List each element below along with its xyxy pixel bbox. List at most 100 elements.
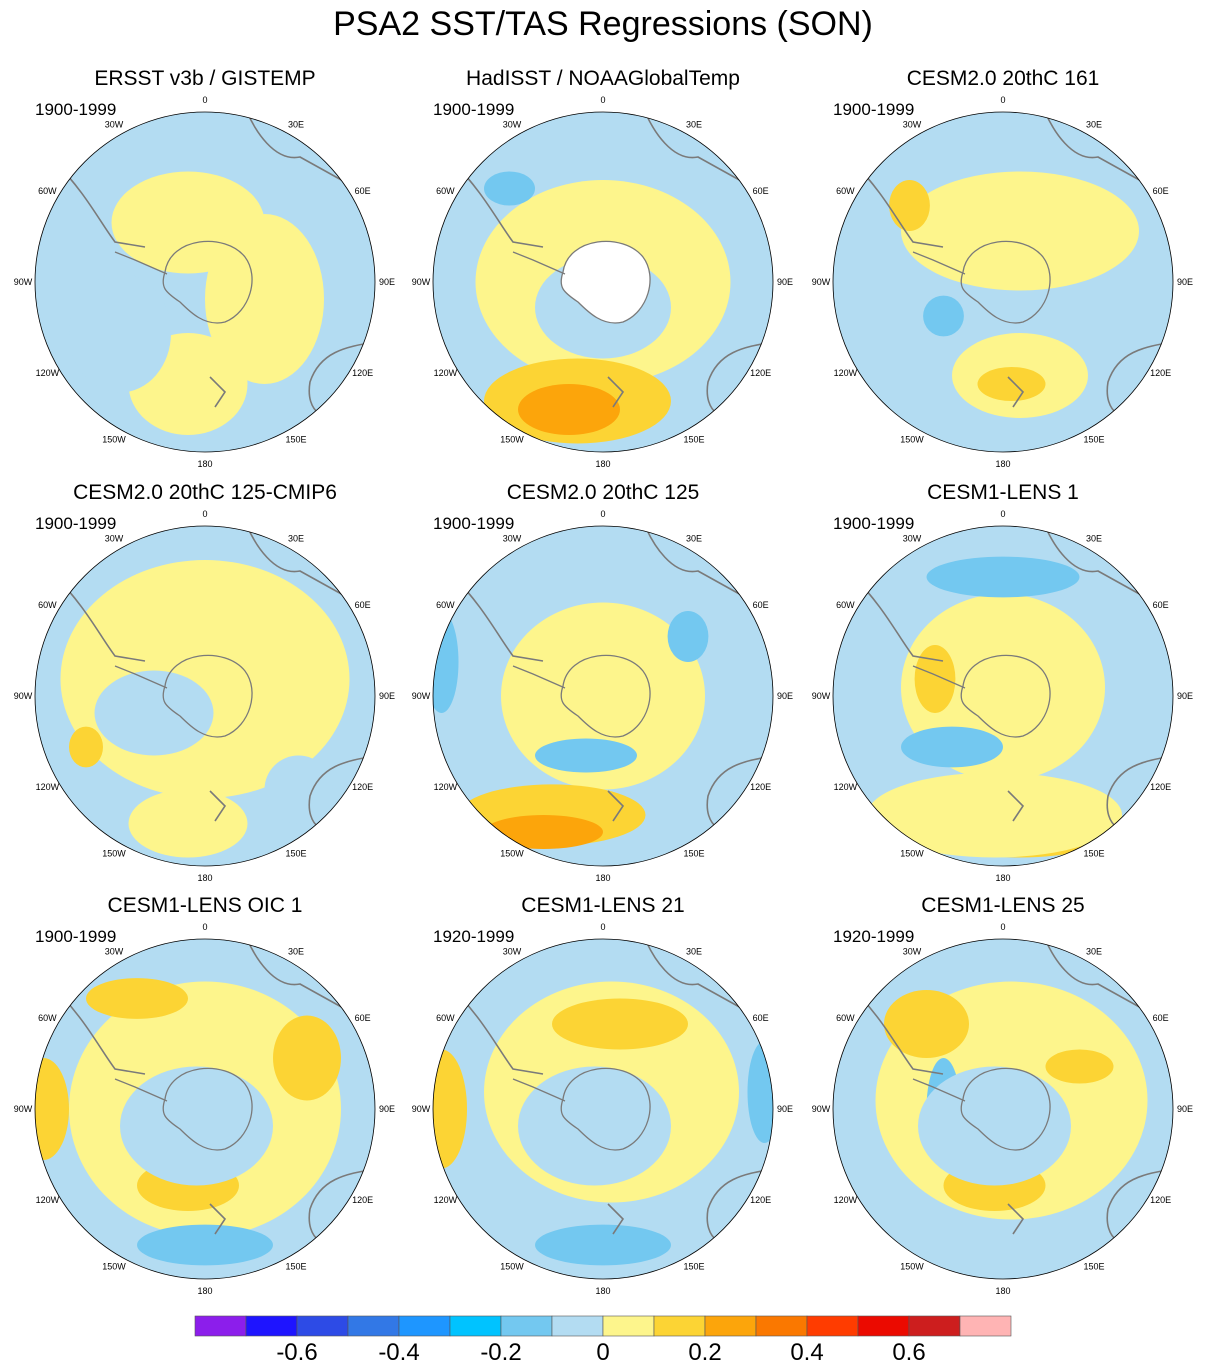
longitude-label: 30W xyxy=(503,533,522,543)
longitude-label: 60E xyxy=(753,600,769,610)
longitude-label: 0 xyxy=(600,922,605,932)
map-panel: CESM1-LENS 25 0 30E 60E 90E 120E 150E 180 150W 12… xyxy=(803,893,1203,1305)
continent-coastline xyxy=(209,790,227,822)
panel-title: CESM2.0 20thC 125-CMIP6 xyxy=(73,481,337,504)
longitude-label: 60W xyxy=(436,186,455,196)
longitude-label: 0 xyxy=(202,95,207,105)
continent-coastline xyxy=(1007,1203,1025,1235)
longitude-label: 60E xyxy=(355,600,371,610)
longitude-label: 120E xyxy=(352,368,373,378)
peninsula-coastline xyxy=(912,665,966,689)
longitude-label: 90W xyxy=(812,277,831,287)
longitude-label: 120E xyxy=(750,1195,771,1205)
anomaly-region xyxy=(273,1015,341,1101)
panel-period: 1900-1999 xyxy=(35,514,117,533)
polar-map: 0 30E 60E 90E 120E 150E 180 150W 120W 90W 60W 30W xyxy=(14,922,395,1296)
longitude-label: 120W xyxy=(36,368,60,378)
colorbar-swatch xyxy=(653,1315,706,1337)
panel-title: CESM2.0 20thC 125 xyxy=(506,481,700,504)
longitude-label: 30E xyxy=(686,533,702,543)
panel-period: 1900-1999 xyxy=(833,514,915,533)
longitude-label: 180 xyxy=(197,873,212,883)
longitude-label: 120W xyxy=(434,368,458,378)
map-border xyxy=(832,525,1174,867)
longitude-label: 150W xyxy=(500,1262,524,1272)
longitude-label: 120W xyxy=(434,782,458,792)
map-border xyxy=(34,111,376,453)
panel-period: 1900-1999 xyxy=(433,100,515,119)
longitude-label: 60W xyxy=(836,1013,855,1023)
longitude-label: 60W xyxy=(436,1013,455,1023)
longitude-label: 150W xyxy=(900,849,924,859)
map-panel: CESM1-LENS 1 0 30E 60E 90E 120E 150E 180 150W 120… xyxy=(803,480,1203,892)
longitude-label: 90E xyxy=(1177,277,1193,287)
antarctica-coastline xyxy=(960,240,1051,324)
colorbar-swatch xyxy=(959,1315,1012,1337)
longitude-label: 90W xyxy=(412,277,431,287)
longitude-label: 150W xyxy=(500,849,524,859)
longitude-label: 180 xyxy=(595,1286,610,1296)
map-panel: CESM1-LENS OIC 1 0 30E 60E 90E 120E 150E 180 150… xyxy=(5,893,405,1305)
polar-map: 0 30E 60E 90E 120E 150E 180 150W 120W 90W 60W 30W xyxy=(812,95,1193,469)
longitude-label: 120W xyxy=(834,1195,858,1205)
longitude-label: 0 xyxy=(1000,509,1005,519)
anomaly-region xyxy=(926,556,1080,598)
anomaly-region xyxy=(205,214,324,384)
longitude-label: 120W xyxy=(36,782,60,792)
map-panel: ERSST v3b / GISTEMP 0 30E 60E 90E 120E 150E 180… xyxy=(5,66,405,478)
map-panel: CESM2.0 20thC 125-CMIP6 0 30E 60E 90E 120E 150… xyxy=(5,480,405,892)
map-border xyxy=(432,938,774,1280)
longitude-label: 30W xyxy=(105,119,124,129)
colorbar-tick-label: -0.2 xyxy=(480,1339,522,1366)
longitude-label: 90W xyxy=(812,1104,831,1114)
anomaly-region xyxy=(69,273,171,393)
anomaly-region xyxy=(433,1049,467,1169)
figure-title: PSA2 SST/TAS Regressions (SON) xyxy=(333,5,873,43)
anomaly-region xyxy=(69,726,103,768)
longitude-label: 60E xyxy=(753,1013,769,1023)
colorbar-swatch xyxy=(551,1315,604,1337)
longitude-label: 30W xyxy=(503,119,522,129)
longitude-label: 30W xyxy=(903,946,922,956)
colorbar-svg xyxy=(194,1315,1012,1337)
map-border xyxy=(432,111,774,453)
polar-map: 0 30E 60E 90E 120E 150E 180 150W 120W 90W 60W 30W xyxy=(812,922,1193,1296)
colorbar-swatch xyxy=(602,1315,655,1337)
longitude-label: 150E xyxy=(285,435,306,445)
longitude-label: 180 xyxy=(197,1286,212,1296)
colorbar-swatch xyxy=(398,1315,451,1337)
longitude-label: 0 xyxy=(600,95,605,105)
panel-title: CESM1-LENS 21 xyxy=(521,894,685,917)
longitude-label: 30E xyxy=(686,119,702,129)
longitude-label: 120W xyxy=(834,368,858,378)
colorbar-swatch xyxy=(857,1315,910,1337)
continent-coastline xyxy=(209,376,227,408)
longitude-label: 180 xyxy=(995,1286,1010,1296)
continent-coastline xyxy=(209,1203,227,1235)
colorbar-swatch xyxy=(704,1315,757,1337)
anomaly-region xyxy=(518,384,620,435)
anomaly-region xyxy=(914,645,956,713)
peninsula-coastline xyxy=(512,1078,566,1102)
panel-title: ERSST v3b / GISTEMP xyxy=(94,67,316,90)
longitude-label: 120E xyxy=(352,782,373,792)
anomaly-region xyxy=(867,772,1122,858)
longitude-label: 90E xyxy=(777,1104,793,1114)
longitude-label: 150W xyxy=(900,435,924,445)
colorbar-swatch xyxy=(908,1315,961,1337)
polar-map: 0 30E 60E 90E 120E 150E 180 150W 120W 90W 60W 30W xyxy=(14,509,395,883)
antarctica-coastline xyxy=(960,1067,1051,1151)
longitude-label: 120W xyxy=(834,782,858,792)
anomaly-region xyxy=(484,815,603,849)
panel-period: 1900-1999 xyxy=(833,100,915,119)
map-border xyxy=(34,525,376,867)
longitude-label: 30E xyxy=(1086,119,1102,129)
panel-title: CESM1-LENS 25 xyxy=(921,894,1085,917)
panel-period: 1900-1999 xyxy=(35,927,117,946)
continent-coastline xyxy=(607,790,625,822)
colorbar-swatch xyxy=(806,1315,859,1337)
map-panel: CESM1-LENS 21 0 30E 60E 90E 120E 150E 180 150W 12… xyxy=(403,893,803,1305)
anomaly-region xyxy=(433,611,459,713)
antarctica-coastline xyxy=(560,240,651,324)
anomaly-region xyxy=(901,171,1139,291)
